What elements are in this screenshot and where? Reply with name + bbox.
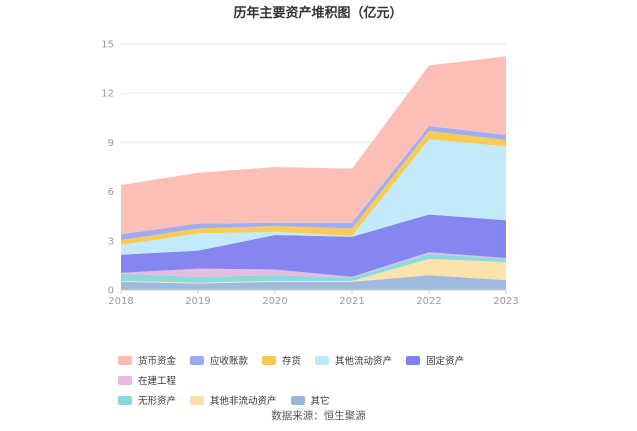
legend-label: 其它 [310,396,330,407]
legend-label: 在建工程 [138,376,177,387]
legend-swatch [190,395,205,405]
area-存货 [121,130,506,245]
x-tick-label: 2022 [416,296,441,307]
legend-swatch [118,355,132,365]
y-tick-label: 3 [108,236,114,247]
legend-swatch [190,355,205,365]
legend-item[interactable]: 其它 [290,393,330,407]
area-在建工程 [121,252,506,278]
y-axis: 0 3 6 9 12 15 [101,40,114,297]
y-tick-label: 0 [108,286,114,297]
legend-row-1: 货币资金 应收账款 存货 其他流动资产 固定资产在建工程 [118,353,538,393]
legend-label: 存货 [282,356,302,367]
legend-item[interactable]: 应收账款 [190,353,248,367]
legend-item[interactable]: 固定资产 [406,353,464,367]
legend-item[interactable]: 其他流动资产 [315,353,392,367]
legend-item[interactable]: 无形资产 [118,393,176,407]
legend-swatch [118,375,132,385]
area-其他流动资产 [121,139,506,255]
chart-title: 历年主要资产堆积图（亿元） [233,5,402,21]
legend-swatch [262,355,277,365]
x-tick-label: 2020 [262,296,287,307]
x-tick-label: 2019 [185,296,210,307]
area-应收账款 [121,126,506,240]
y-tick-label: 9 [108,138,114,149]
legend-label: 货币资金 [138,356,177,367]
y-tick-label: 6 [108,187,114,198]
x-axis: 2018 2019 2020 2021 2022 2023 [108,289,519,307]
legend-item[interactable]: 存货 [262,353,301,367]
legend-label: 固定资产 [426,356,465,367]
legend-swatch [315,355,330,365]
y-tick-label: 12 [101,89,114,100]
legend-row-2: 无形资产 其他非流动资产 其它 [118,393,538,413]
area-固定资产 [121,214,506,277]
y-tick-label: 15 [101,40,114,51]
legend-swatch [406,355,421,365]
x-tick-label: 2018 [108,296,133,307]
legend-label: 无形资产 [138,396,177,407]
area-货币资金 [121,56,506,235]
legend-label: 应收账款 [210,356,249,367]
legend: 货币资金 应收账款 存货 其他流动资产 固定资产在建工程 无形资产 其他非流动资产 其它 [118,353,538,413]
area-无形资产 [121,253,506,283]
legend-swatch [118,395,132,405]
area-其他非流动资产 [121,258,506,284]
legend-label: 其他非流动资产 [210,396,277,407]
legend-label: 其他流动资产 [335,356,393,367]
area-其它 [121,275,506,290]
legend-item[interactable]: 货币资金 [118,353,176,367]
x-tick-label: 2023 [493,296,518,307]
data-source: 数据来源：恒生聚源 [271,410,366,422]
legend-item[interactable]: 在建工程 [118,373,176,387]
legend-swatch [290,395,305,405]
area-series [121,56,506,290]
legend-item[interactable]: 其他非流动资产 [190,393,277,407]
x-tick-label: 2021 [339,296,364,307]
